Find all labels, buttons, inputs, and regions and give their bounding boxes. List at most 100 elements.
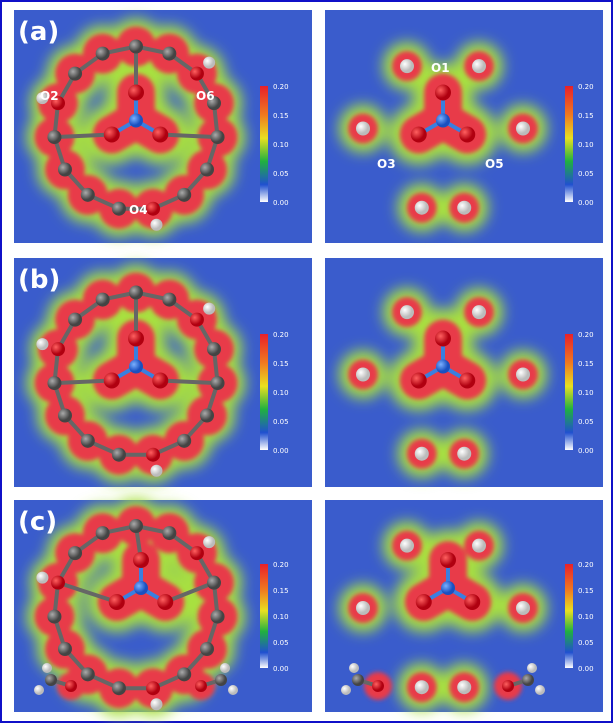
atom-label: O6 — [196, 89, 215, 103]
figure: 0.200.150.100.050.00(a)O2O6O40.200.150.1… — [0, 0, 613, 723]
colorbar-tick-label: 0.10 — [273, 389, 289, 397]
atom-c — [96, 293, 110, 307]
panel: 0.200.150.100.050.00 — [325, 258, 603, 487]
atom-c — [81, 434, 95, 448]
atom-o — [146, 448, 160, 462]
colorbar-tick-label: 0.15 — [578, 112, 594, 120]
atom-o — [152, 127, 168, 143]
atom-c — [162, 526, 176, 540]
atom-c — [207, 576, 221, 590]
atom-h — [472, 539, 486, 553]
colorbar-tick-label: 0.05 — [273, 170, 289, 178]
colorbar — [565, 564, 573, 668]
atom-c — [211, 610, 225, 624]
atom-c — [352, 674, 364, 686]
atom-h — [203, 536, 215, 548]
atom-c — [162, 293, 176, 307]
atom-h — [150, 219, 162, 231]
atom-h — [356, 368, 370, 382]
atom-o — [104, 127, 120, 143]
atom-o — [128, 331, 144, 347]
atom-h — [150, 698, 162, 710]
colorbar-tick-label: 0.05 — [273, 639, 289, 647]
colorbar-tick-label: 0.10 — [273, 141, 289, 149]
atom-h — [457, 201, 471, 215]
colorbar-tick-label: 0.20 — [273, 83, 289, 91]
atom-c — [96, 526, 110, 540]
atom-label: O5 — [485, 157, 504, 171]
atom-o — [152, 373, 168, 389]
atom-h — [415, 680, 429, 694]
colorbar-tick-label: 0.00 — [273, 199, 289, 207]
atom-c — [112, 202, 126, 216]
atom-c — [177, 667, 191, 681]
atom-h — [457, 680, 471, 694]
atom-h — [516, 368, 530, 382]
bond — [160, 135, 217, 138]
atom-o — [435, 331, 451, 347]
atom-o — [411, 127, 427, 143]
atom-n — [436, 114, 450, 128]
atom-label: O2 — [40, 89, 59, 103]
atom-o — [435, 85, 451, 101]
colorbar-tick-label: 0.15 — [273, 587, 289, 595]
atom-c — [58, 163, 72, 177]
atom-h — [220, 663, 230, 673]
colorbar-tick-label: 0.10 — [273, 613, 289, 621]
colorbar-tick-label: 0.15 — [578, 587, 594, 595]
colorbar-tick-label: 0.05 — [578, 170, 594, 178]
atom-n — [129, 114, 143, 128]
atom-c — [58, 409, 72, 423]
atom-c — [522, 674, 534, 686]
panel-label: (b) — [18, 265, 60, 295]
panel-label: (a) — [18, 17, 59, 47]
atom-h — [472, 59, 486, 73]
atom-h — [516, 122, 530, 136]
atom-c — [68, 546, 82, 560]
atom-o — [104, 373, 120, 389]
atom-h — [36, 338, 48, 350]
atom-c — [177, 434, 191, 448]
bond — [54, 135, 111, 138]
colorbar-tick-label: 0.10 — [578, 389, 594, 397]
atom-o — [440, 552, 456, 568]
colorbar — [565, 86, 573, 202]
atom-c — [81, 188, 95, 202]
atom-o — [459, 127, 475, 143]
atom-n — [436, 360, 450, 374]
panel: 0.200.150.100.050.00 — [325, 500, 603, 712]
colorbar-tick-label: 0.10 — [578, 141, 594, 149]
atom-o — [51, 576, 65, 590]
atom-h — [356, 601, 370, 615]
atom-h — [516, 601, 530, 615]
atom-o — [190, 313, 204, 327]
atom-h — [415, 201, 429, 215]
colorbar-tick-label: 0.15 — [578, 360, 594, 368]
atom-o — [416, 594, 432, 610]
colorbar-tick-label: 0.05 — [273, 418, 289, 426]
atom-n — [441, 581, 455, 595]
colorbar-tick-label: 0.15 — [273, 112, 289, 120]
atom-c — [112, 448, 126, 462]
atom-h — [356, 122, 370, 136]
atom-h — [535, 685, 545, 695]
atom-o — [51, 342, 65, 356]
atom-c — [211, 376, 225, 390]
atom-c — [162, 47, 176, 61]
atom-c — [200, 163, 214, 177]
colorbar — [260, 86, 268, 202]
atom-o — [372, 680, 384, 692]
colorbar — [260, 564, 268, 668]
atom-o — [459, 373, 475, 389]
atom-o — [109, 594, 125, 610]
colorbar-tick-label: 0.15 — [273, 360, 289, 368]
atom-o — [411, 373, 427, 389]
atom-c — [200, 409, 214, 423]
atom-h — [36, 572, 48, 584]
atom-o — [464, 594, 480, 610]
atom-c — [81, 667, 95, 681]
bond — [160, 381, 217, 384]
colorbar-tick-label: 0.20 — [273, 561, 289, 569]
